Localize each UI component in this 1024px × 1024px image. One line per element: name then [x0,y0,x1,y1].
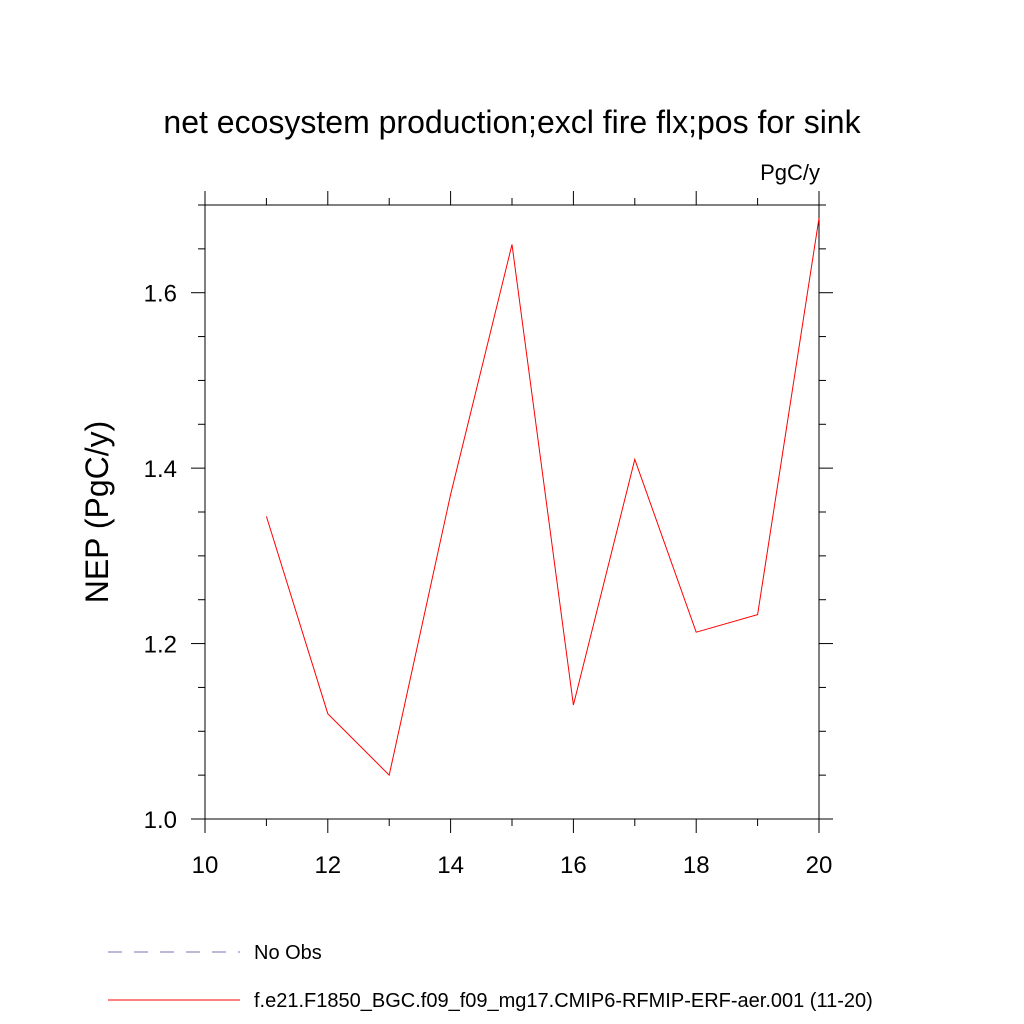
x-tick-label: 18 [683,852,710,879]
y-tick-label: 1.4 [144,456,177,483]
legend-label-1: f.e21.F1850_BGC.f09_f09_mg17.CMIP6-RFMIP… [254,990,873,1012]
y-tick-label: 1.2 [144,632,177,659]
units-label: PgC/y [760,160,820,185]
x-tick-label: 14 [437,852,464,879]
series-layer [265,218,820,777]
series-line-1 [265,218,820,777]
tick-labels: 10 12 14 16 18 20 1.0 1.2 1.4 1.6 [144,281,833,879]
x-tick-label: 12 [314,852,341,879]
chart-title: net ecosystem production;excl fire flx;p… [163,104,861,140]
plot-frame [204,204,820,820]
x-tick-label: 16 [560,852,587,879]
axis-ticks [191,191,833,833]
y-tick-label: 1.6 [144,281,177,308]
y-tick-label: 1.0 [144,807,177,834]
x-tick-label: 20 [806,852,833,879]
x-tick-label: 10 [192,852,219,879]
y-axis-label: NEP (PgC/y) [79,421,115,604]
legend: No Obs f.e21.F1850_BGC.f09_f09_mg17.CMIP6… [108,942,873,1012]
legend-label-0: No Obs [254,942,322,964]
